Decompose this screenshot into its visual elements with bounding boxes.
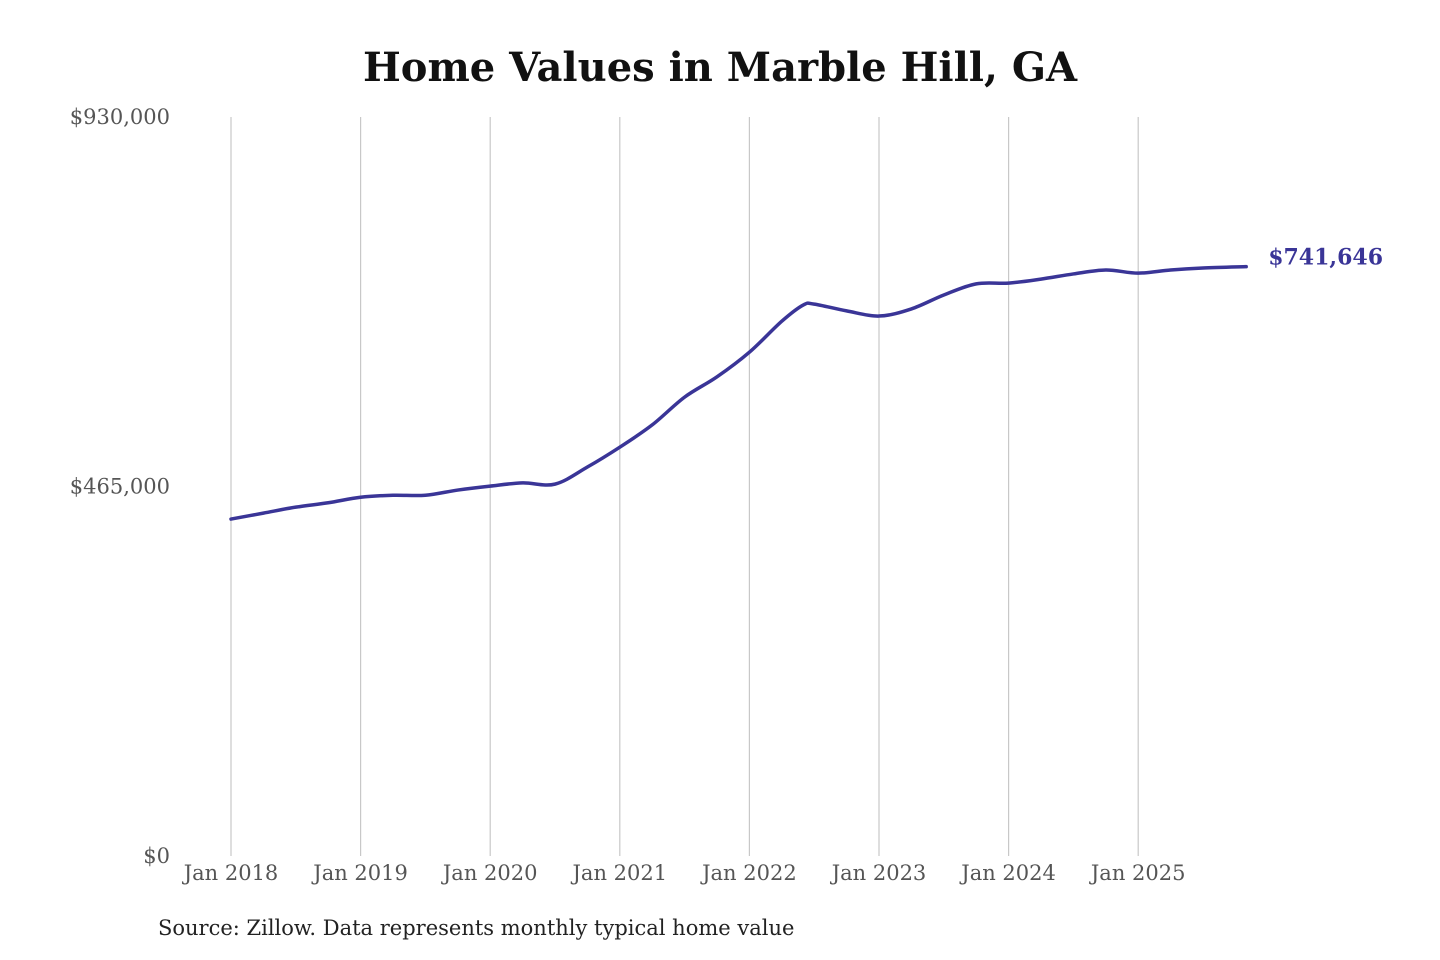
- x-tick-label: Jan 2022: [700, 861, 797, 885]
- x-tick-label: Jan 2019: [311, 861, 408, 885]
- y-tick-label: $930,000: [70, 105, 170, 129]
- x-tick-label: Jan 2023: [830, 861, 927, 885]
- end-value-label: $741,646: [1268, 245, 1383, 271]
- y-tick-label: $0: [143, 844, 170, 868]
- y-tick-label: $465,000: [70, 475, 170, 499]
- x-tick-label: Jan 2024: [959, 861, 1056, 885]
- x-tick-label: Jan 2021: [571, 861, 668, 885]
- x-tick-label: Jan 2020: [441, 861, 538, 885]
- x-tick-label: Jan 2025: [1089, 861, 1186, 885]
- home-value-line: [229, 264, 1248, 521]
- source-note: Source: Zillow. Data represents monthly …: [158, 916, 795, 940]
- chart-title: Home Values in Marble Hill, GA: [362, 44, 1078, 91]
- x-tick-label: Jan 2018: [182, 861, 279, 885]
